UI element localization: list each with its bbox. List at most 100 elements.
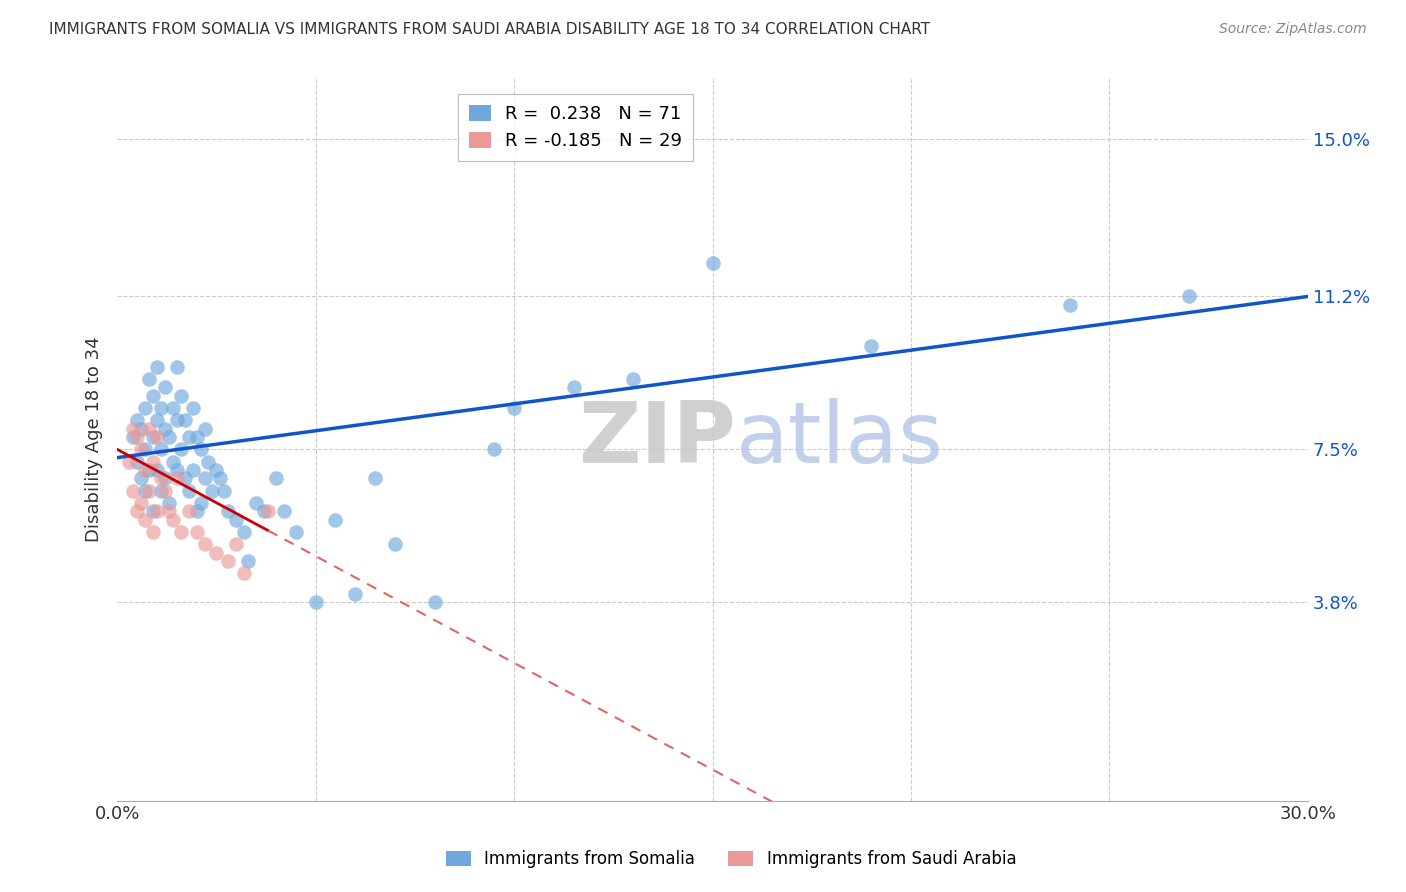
Point xyxy=(122,483,145,498)
Point xyxy=(484,442,506,457)
Point xyxy=(134,483,156,498)
Point xyxy=(214,483,236,498)
Point xyxy=(166,413,188,427)
Point xyxy=(118,455,141,469)
Point xyxy=(138,483,160,498)
Point xyxy=(138,422,160,436)
Point xyxy=(146,359,169,374)
Point xyxy=(193,422,215,436)
Point xyxy=(122,430,145,444)
Point xyxy=(122,422,145,436)
Point xyxy=(201,483,224,498)
Point xyxy=(233,566,256,581)
Point xyxy=(129,471,152,485)
Point xyxy=(166,359,188,374)
Point xyxy=(197,455,219,469)
Point xyxy=(134,463,156,477)
Point xyxy=(146,463,169,477)
Point xyxy=(193,471,215,485)
Point xyxy=(166,463,188,477)
Point xyxy=(170,524,193,539)
Point xyxy=(257,504,280,518)
Point xyxy=(190,442,212,457)
Text: ZIP: ZIP xyxy=(579,398,737,481)
Point xyxy=(344,587,367,601)
Point xyxy=(162,401,184,415)
Point xyxy=(245,496,267,510)
Point xyxy=(146,430,169,444)
Point xyxy=(134,513,156,527)
Point xyxy=(153,471,176,485)
Point xyxy=(173,413,195,427)
Point xyxy=(1059,298,1081,312)
Point xyxy=(304,595,326,609)
Point xyxy=(142,524,165,539)
Point xyxy=(284,524,307,539)
Point xyxy=(177,504,200,518)
Point xyxy=(157,496,180,510)
Point xyxy=(181,463,204,477)
Point xyxy=(153,422,176,436)
Point xyxy=(142,389,165,403)
Point xyxy=(253,504,276,518)
Point xyxy=(181,401,204,415)
Point xyxy=(562,380,585,394)
Point xyxy=(177,430,200,444)
Point xyxy=(153,483,176,498)
Point xyxy=(162,513,184,527)
Point xyxy=(1178,289,1201,303)
Point xyxy=(217,554,239,568)
Point xyxy=(170,389,193,403)
Legend: R =  0.238   N = 71, R = -0.185   N = 29: R = 0.238 N = 71, R = -0.185 N = 29 xyxy=(458,94,693,161)
Point xyxy=(177,483,200,498)
Point xyxy=(193,537,215,551)
Point xyxy=(621,372,644,386)
Point xyxy=(138,372,160,386)
Point xyxy=(162,455,184,469)
Point xyxy=(157,504,180,518)
Point xyxy=(384,537,406,551)
Point xyxy=(186,524,208,539)
Point xyxy=(142,504,165,518)
Y-axis label: Disability Age 18 to 34: Disability Age 18 to 34 xyxy=(86,336,103,541)
Point xyxy=(134,401,156,415)
Point xyxy=(325,513,347,527)
Point xyxy=(125,430,148,444)
Legend: Immigrants from Somalia, Immigrants from Saudi Arabia: Immigrants from Somalia, Immigrants from… xyxy=(439,844,1024,875)
Point xyxy=(238,554,260,568)
Point xyxy=(364,471,387,485)
Point xyxy=(129,496,152,510)
Point xyxy=(142,455,165,469)
Point xyxy=(503,401,526,415)
Point xyxy=(125,455,148,469)
Point xyxy=(170,442,193,457)
Point xyxy=(273,504,295,518)
Point xyxy=(205,546,228,560)
Point xyxy=(125,504,148,518)
Point xyxy=(146,504,169,518)
Point xyxy=(186,430,208,444)
Point xyxy=(134,442,156,457)
Point xyxy=(153,380,176,394)
Point xyxy=(129,422,152,436)
Point xyxy=(125,413,148,427)
Point xyxy=(190,496,212,510)
Point xyxy=(186,504,208,518)
Point xyxy=(149,401,172,415)
Point xyxy=(217,504,239,518)
Point xyxy=(225,513,247,527)
Text: IMMIGRANTS FROM SOMALIA VS IMMIGRANTS FROM SAUDI ARABIA DISABILITY AGE 18 TO 34 : IMMIGRANTS FROM SOMALIA VS IMMIGRANTS FR… xyxy=(49,22,931,37)
Point xyxy=(129,442,152,457)
Point xyxy=(209,471,232,485)
Point xyxy=(138,463,160,477)
Point xyxy=(146,413,169,427)
Text: atlas: atlas xyxy=(737,398,945,481)
Point xyxy=(205,463,228,477)
Point xyxy=(702,256,724,270)
Point xyxy=(233,524,256,539)
Point xyxy=(149,471,172,485)
Point xyxy=(173,471,195,485)
Point xyxy=(166,471,188,485)
Text: Source: ZipAtlas.com: Source: ZipAtlas.com xyxy=(1219,22,1367,37)
Point xyxy=(860,339,883,353)
